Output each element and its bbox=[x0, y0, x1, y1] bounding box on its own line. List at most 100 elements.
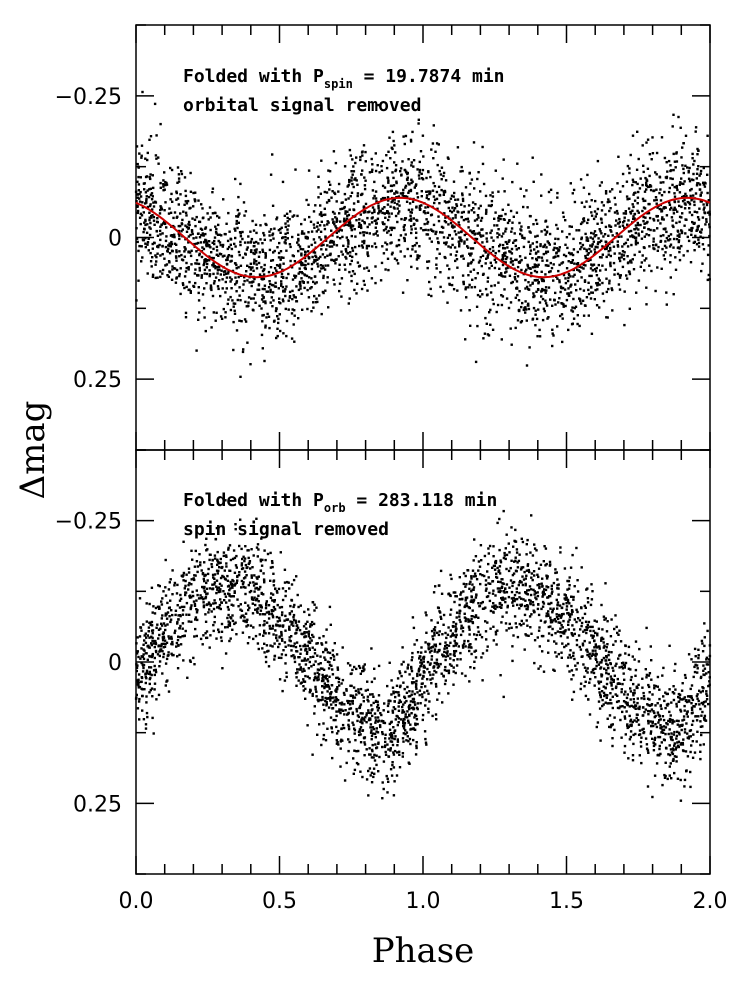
data-point bbox=[175, 256, 178, 259]
data-point bbox=[299, 652, 302, 655]
data-point bbox=[282, 332, 285, 335]
data-point bbox=[323, 224, 326, 227]
data-point bbox=[521, 566, 525, 569]
data-point bbox=[473, 233, 476, 236]
data-point bbox=[384, 227, 387, 231]
data-point bbox=[246, 241, 250, 244]
data-point bbox=[452, 180, 456, 183]
data-point bbox=[672, 293, 675, 296]
data-point bbox=[246, 604, 250, 607]
data-point bbox=[537, 256, 540, 259]
data-point bbox=[320, 248, 323, 251]
data-point bbox=[311, 601, 315, 604]
data-point bbox=[462, 218, 466, 222]
data-point bbox=[531, 266, 535, 269]
data-point bbox=[540, 607, 543, 611]
data-point bbox=[596, 246, 599, 249]
data-point bbox=[634, 241, 638, 244]
data-point bbox=[327, 306, 330, 309]
data-point bbox=[648, 245, 651, 248]
data-point bbox=[252, 626, 255, 629]
data-point bbox=[629, 698, 632, 701]
data-point bbox=[389, 184, 393, 187]
data-point bbox=[551, 590, 554, 593]
data-point bbox=[446, 301, 449, 304]
data-point bbox=[479, 256, 482, 259]
data-point bbox=[449, 246, 452, 249]
data-point bbox=[396, 262, 400, 265]
data-point bbox=[323, 207, 326, 210]
data-point bbox=[255, 597, 259, 600]
data-point bbox=[470, 575, 473, 578]
data-point bbox=[454, 591, 457, 594]
data-point bbox=[223, 254, 226, 257]
data-point bbox=[565, 644, 568, 647]
y-tick-label: 0 bbox=[108, 227, 122, 252]
data-point bbox=[439, 173, 443, 176]
data-point bbox=[585, 249, 588, 253]
data-point bbox=[323, 708, 326, 712]
data-point bbox=[144, 242, 147, 245]
data-point bbox=[243, 318, 247, 321]
data-point bbox=[140, 154, 143, 157]
data-point bbox=[175, 191, 178, 195]
data-point bbox=[668, 186, 671, 190]
data-point bbox=[433, 626, 437, 629]
data-point bbox=[628, 197, 631, 200]
data-point bbox=[149, 260, 153, 263]
data-point bbox=[691, 157, 694, 160]
data-point bbox=[596, 288, 599, 291]
data-point bbox=[695, 243, 699, 246]
data-point bbox=[309, 220, 313, 223]
data-point bbox=[335, 200, 338, 203]
data-point bbox=[602, 641, 605, 644]
data-point bbox=[510, 247, 514, 251]
data-point bbox=[255, 231, 258, 235]
data-point bbox=[668, 201, 671, 204]
data-point bbox=[514, 239, 518, 242]
data-point bbox=[585, 296, 589, 299]
data-point bbox=[645, 257, 648, 260]
data-point bbox=[196, 565, 200, 568]
data-point bbox=[629, 212, 633, 215]
data-point bbox=[313, 282, 317, 285]
data-point bbox=[408, 202, 412, 205]
data-point bbox=[361, 712, 364, 715]
data-point bbox=[335, 739, 338, 742]
data-point bbox=[489, 261, 492, 264]
data-point bbox=[239, 299, 242, 302]
data-point bbox=[439, 271, 442, 274]
data-point bbox=[629, 678, 633, 682]
data-point bbox=[708, 225, 711, 229]
data-point bbox=[662, 731, 665, 734]
data-point bbox=[697, 648, 700, 651]
data-point bbox=[634, 231, 637, 235]
data-point bbox=[276, 246, 279, 249]
data-point bbox=[380, 165, 383, 168]
data-point bbox=[618, 225, 621, 228]
data-point bbox=[220, 584, 223, 587]
data-point bbox=[263, 287, 266, 291]
data-point bbox=[283, 214, 286, 217]
data-point bbox=[565, 236, 569, 239]
data-point bbox=[596, 661, 599, 664]
data-point bbox=[190, 229, 194, 232]
data-point bbox=[455, 258, 459, 261]
data-point bbox=[529, 231, 532, 234]
data-point bbox=[505, 256, 509, 259]
data-point bbox=[576, 250, 579, 254]
data-point bbox=[494, 211, 497, 214]
data-point bbox=[158, 584, 161, 588]
data-point bbox=[477, 207, 481, 210]
data-point bbox=[300, 232, 304, 235]
data-point bbox=[215, 569, 219, 572]
data-point bbox=[503, 591, 506, 594]
top-panel-frame bbox=[135, 24, 711, 451]
data-point bbox=[432, 230, 435, 233]
data-point bbox=[344, 212, 347, 215]
data-point bbox=[467, 246, 470, 249]
data-point bbox=[500, 303, 504, 307]
data-point bbox=[551, 328, 554, 331]
data-point bbox=[167, 260, 171, 263]
data-point bbox=[236, 226, 239, 230]
